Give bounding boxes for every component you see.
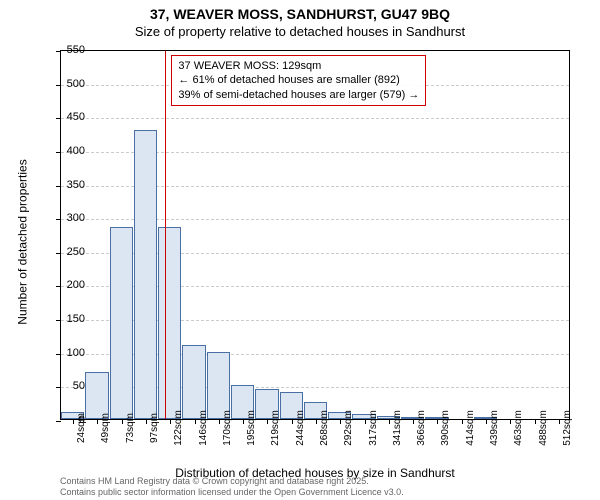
- histogram-bar: [110, 227, 133, 419]
- x-tick-label: 341sqm: [392, 410, 403, 446]
- y-tick-label: 350: [45, 179, 85, 191]
- x-tick: [437, 419, 438, 424]
- y-tick-label: 250: [45, 246, 85, 258]
- x-tick-label: 488sqm: [538, 410, 549, 446]
- x-tick: [97, 419, 98, 424]
- x-tick-label: 24sqm: [76, 413, 87, 443]
- annotation-box: 37 WEAVER MOSS: 129sqm← 61% of detached …: [171, 55, 426, 106]
- x-tick: [510, 419, 511, 424]
- annotation-line3: 39% of semi-detached houses are larger (…: [178, 88, 419, 102]
- x-tick-label: 390sqm: [440, 410, 451, 446]
- attribution-line1: Contains HM Land Registry data © Crown c…: [60, 476, 404, 487]
- y-tick-label: 300: [45, 212, 85, 224]
- y-tick-label: 150: [45, 313, 85, 325]
- x-tick: [535, 419, 536, 424]
- x-tick-label: 439sqm: [489, 410, 500, 446]
- x-tick: [292, 419, 293, 424]
- histogram-bar: [158, 227, 181, 419]
- y-axis-label: Number of detached properties: [16, 159, 30, 324]
- x-tick-label: 366sqm: [416, 410, 427, 446]
- x-tick-label: 170sqm: [222, 410, 233, 446]
- x-tick-label: 268sqm: [319, 410, 330, 446]
- y-tick-label: 550: [45, 44, 85, 56]
- x-tick-label: 122sqm: [173, 410, 184, 446]
- x-tick: [243, 419, 244, 424]
- x-tick: [316, 419, 317, 424]
- y-tick-label: 200: [45, 279, 85, 291]
- x-tick: [413, 419, 414, 424]
- chart-title-sub: Size of property relative to detached ho…: [0, 24, 600, 39]
- x-tick-label: 414sqm: [465, 410, 476, 446]
- x-tick: [146, 419, 147, 424]
- x-tick-label: 219sqm: [270, 410, 281, 446]
- plot-area: 37 WEAVER MOSS: 129sqm← 61% of detached …: [60, 50, 570, 420]
- histogram-bar: [207, 352, 230, 419]
- x-tick-label: 317sqm: [368, 410, 379, 446]
- y-tick-label: 50: [45, 380, 85, 392]
- x-tick-label: 97sqm: [149, 413, 160, 443]
- histogram-bar: [182, 345, 205, 419]
- histogram-bar: [85, 372, 108, 419]
- x-tick-label: 244sqm: [295, 410, 306, 446]
- x-tick: [559, 419, 560, 424]
- chart-title-main: 37, WEAVER MOSS, SANDHURST, GU47 9BQ: [0, 6, 600, 22]
- x-tick-label: 195sqm: [246, 410, 257, 446]
- annotation-line2: ← 61% of detached houses are smaller (89…: [178, 73, 419, 87]
- y-tick-label: 450: [45, 111, 85, 123]
- x-tick-label: 73sqm: [125, 413, 136, 443]
- gridline: [61, 118, 569, 119]
- y-tick-label: 500: [45, 78, 85, 90]
- x-tick: [195, 419, 196, 424]
- x-tick-label: 512sqm: [562, 410, 573, 446]
- x-tick: [267, 419, 268, 424]
- y-tick-label: 100: [45, 347, 85, 359]
- x-tick-label: 146sqm: [198, 410, 209, 446]
- attribution-line2: Contains public sector information licen…: [60, 487, 404, 498]
- x-tick-label: 49sqm: [100, 413, 111, 443]
- x-tick-label: 463sqm: [513, 410, 524, 446]
- histogram-bar: [134, 130, 157, 419]
- x-tick: [389, 419, 390, 424]
- x-tick: [219, 419, 220, 424]
- x-tick-label: 292sqm: [343, 410, 354, 446]
- annotation-line1: 37 WEAVER MOSS: 129sqm: [178, 59, 419, 73]
- x-tick: [122, 419, 123, 424]
- x-tick: [486, 419, 487, 424]
- x-tick: [462, 419, 463, 424]
- x-tick: [340, 419, 341, 424]
- x-tick: [365, 419, 366, 424]
- x-tick: [170, 419, 171, 424]
- reference-line: [165, 51, 166, 419]
- y-tick-label: 400: [45, 145, 85, 157]
- attribution-text: Contains HM Land Registry data © Crown c…: [60, 476, 404, 498]
